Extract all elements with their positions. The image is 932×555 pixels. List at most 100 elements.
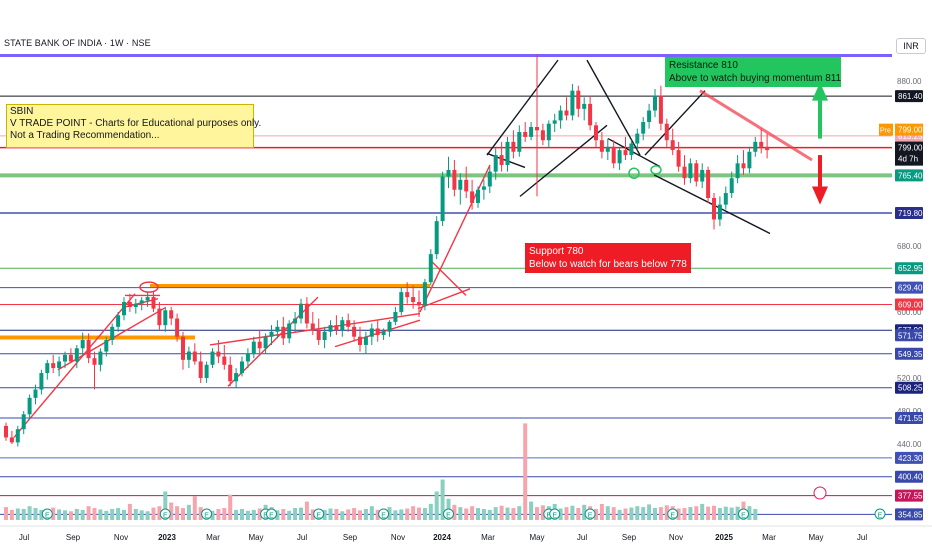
- candle: [729, 178, 734, 194]
- candle: [387, 321, 392, 332]
- candle: [234, 373, 239, 382]
- volume-bar: [717, 508, 722, 520]
- volume-bar: [369, 506, 374, 520]
- price-tag-label: 652.95: [898, 264, 923, 273]
- candle: [369, 328, 374, 337]
- volume-bar: [80, 509, 85, 520]
- price-tag-label: 719.80: [898, 209, 923, 218]
- candle: [676, 150, 681, 167]
- volume-bar: [635, 506, 640, 520]
- price-tag-label: 609.00: [898, 301, 923, 310]
- volume-bar: [694, 506, 699, 520]
- volume-bar: [175, 506, 180, 520]
- candle: [487, 171, 492, 187]
- volume-bar: [582, 504, 587, 520]
- volume-bar: [275, 510, 280, 520]
- candle: [33, 389, 38, 398]
- volume-bar: [328, 508, 333, 520]
- time-tick-label: Sep: [66, 533, 81, 542]
- price-tag: [895, 489, 923, 502]
- volume-bar: [440, 479, 445, 520]
- volume-bar: [523, 423, 528, 520]
- volume-bar: [51, 507, 56, 520]
- volume-bar: [340, 511, 345, 520]
- earnings-marker-label: E: [878, 513, 883, 520]
- pre-badge-label: Pre: [880, 128, 891, 135]
- candle: [110, 326, 115, 341]
- earnings-marker-label: E: [588, 513, 593, 520]
- top-band: [0, 54, 892, 57]
- pre-price-tag: [895, 123, 923, 136]
- earnings-marker-label: E: [381, 513, 386, 520]
- up-arrow-shaft: [818, 100, 822, 139]
- candle: [623, 150, 628, 156]
- volume-bar: [664, 505, 669, 520]
- volume-bar: [487, 509, 492, 520]
- price-tag: [895, 207, 923, 220]
- down-arrow-head: [812, 186, 828, 205]
- candle: [228, 364, 233, 382]
- price-tag-label: 571.75: [898, 331, 923, 340]
- candle: [74, 348, 79, 362]
- candle: [723, 193, 728, 205]
- note-line-2: V TRADE POINT - Charts for Educational p…: [10, 118, 262, 129]
- volume-bar: [434, 491, 439, 520]
- candle: [535, 127, 539, 131]
- resistance-callout: Resistance 810 Above to watch buying mom…: [665, 57, 841, 87]
- volume-bar: [540, 505, 545, 520]
- earnings-marker-label: E: [163, 513, 168, 520]
- axis-tick-label: 520.00: [897, 374, 922, 383]
- volume-bar: [458, 507, 463, 520]
- volume-bar: [499, 505, 504, 520]
- earnings-marker: [41, 508, 53, 520]
- candle: [257, 341, 262, 349]
- candle: [564, 110, 569, 116]
- earnings-marker: [667, 508, 679, 520]
- currency-button[interactable]: INR: [896, 38, 926, 54]
- candle: [664, 123, 669, 141]
- earnings-marker-label: E: [269, 513, 274, 520]
- volume-bar: [629, 507, 634, 520]
- candle: [505, 141, 510, 165]
- earnings-marker-label: E: [741, 513, 746, 520]
- candle: [322, 331, 327, 341]
- volume-bar: [653, 508, 657, 520]
- candle: [263, 336, 268, 349]
- volume-bar: [334, 508, 339, 520]
- volume-bar: [133, 508, 138, 520]
- volume-bar: [33, 508, 38, 520]
- candle: [458, 179, 463, 190]
- time-tick-label: Jul: [19, 533, 29, 542]
- trendline: [209, 312, 421, 346]
- volume-bar: [399, 509, 404, 520]
- candle: [316, 330, 321, 341]
- candle: [440, 176, 445, 222]
- volume-bar: [57, 509, 62, 520]
- volume-bar: [594, 508, 598, 520]
- candle: [594, 125, 598, 141]
- volume-bar: [293, 508, 298, 520]
- support-callout: Support 780 Below to watch for bears bel…: [525, 243, 691, 273]
- volume-bar: [517, 506, 522, 520]
- candle: [116, 315, 121, 327]
- time-tick-label: May: [808, 533, 823, 542]
- volume-bar: [198, 507, 203, 520]
- candle: [647, 110, 652, 123]
- candle: [57, 361, 62, 369]
- volume-bar: [15, 508, 20, 520]
- volume-bar: [116, 508, 121, 520]
- price-tag-label: 471.55: [898, 414, 923, 423]
- candle: [399, 292, 404, 312]
- earnings-marker-label: E: [316, 513, 321, 520]
- disclaimer-note: SBIN V TRADE POINT - Charts for Educatio…: [6, 104, 262, 148]
- candle: [328, 325, 333, 332]
- volume-bar: [422, 508, 427, 520]
- time-tick-label: 2024: [433, 533, 451, 542]
- volume-bar: [393, 510, 398, 520]
- candle: [617, 150, 622, 164]
- volume-bar: [753, 508, 758, 520]
- candle: [605, 146, 610, 152]
- earnings-marker: [738, 508, 749, 520]
